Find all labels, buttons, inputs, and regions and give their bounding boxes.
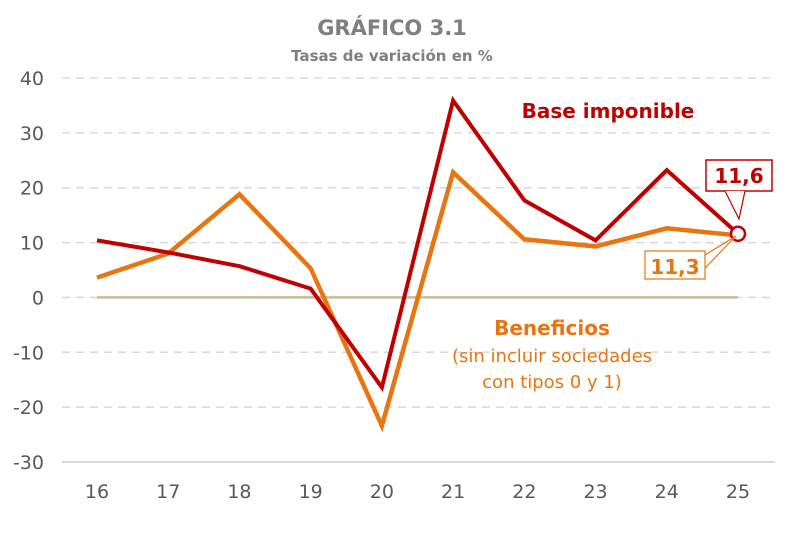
x-tick-label: 23 [583, 481, 607, 503]
annotation-box-beneficios [644, 250, 706, 280]
x-tick-label: 20 [370, 481, 394, 503]
series-line-base-imponible [96, 95, 740, 393]
annotation-base-value: 11,6 [714, 164, 763, 188]
annotation-beneficios-value: 11,3 [650, 255, 699, 279]
y-tick-label: -10 [13, 342, 44, 364]
x-tick-label: 17 [156, 481, 180, 503]
x-tick-label: 16 [85, 481, 109, 503]
legend-beneficios: Beneficios [494, 316, 610, 340]
chart-subtitle: Tasas de variación en % [291, 47, 493, 65]
x-tick-label: 24 [655, 481, 679, 503]
annotation-pointer-base [724, 190, 746, 221]
chart-title: GRÁFICO 3.1 [317, 15, 467, 40]
series-line-beneficios [96, 168, 739, 433]
x-tick-label: 18 [227, 481, 251, 503]
y-tick-label: 0 [32, 287, 44, 309]
x-tick-label: 22 [512, 481, 536, 503]
y-tick-label: -30 [13, 452, 44, 474]
legend-beneficios-note-2: con tipos 0 y 1) [482, 372, 622, 393]
x-tick-label: 25 [726, 481, 750, 503]
y-tick-label: 30 [20, 123, 44, 145]
y-tick-label: 40 [20, 68, 44, 90]
annotation-pointer-beneficios [704, 235, 737, 269]
x-tick-label: 21 [441, 481, 465, 503]
x-tick-label: 19 [299, 481, 323, 503]
legend-base-imponible: Base imponible [522, 99, 695, 123]
annotation-box-base [705, 159, 773, 192]
legend-beneficios-note-1: (sin incluir sociedades [452, 346, 652, 367]
y-tick-label: 20 [20, 178, 44, 200]
y-tick-label: -20 [13, 397, 44, 419]
y-tick-label: 10 [20, 233, 44, 255]
